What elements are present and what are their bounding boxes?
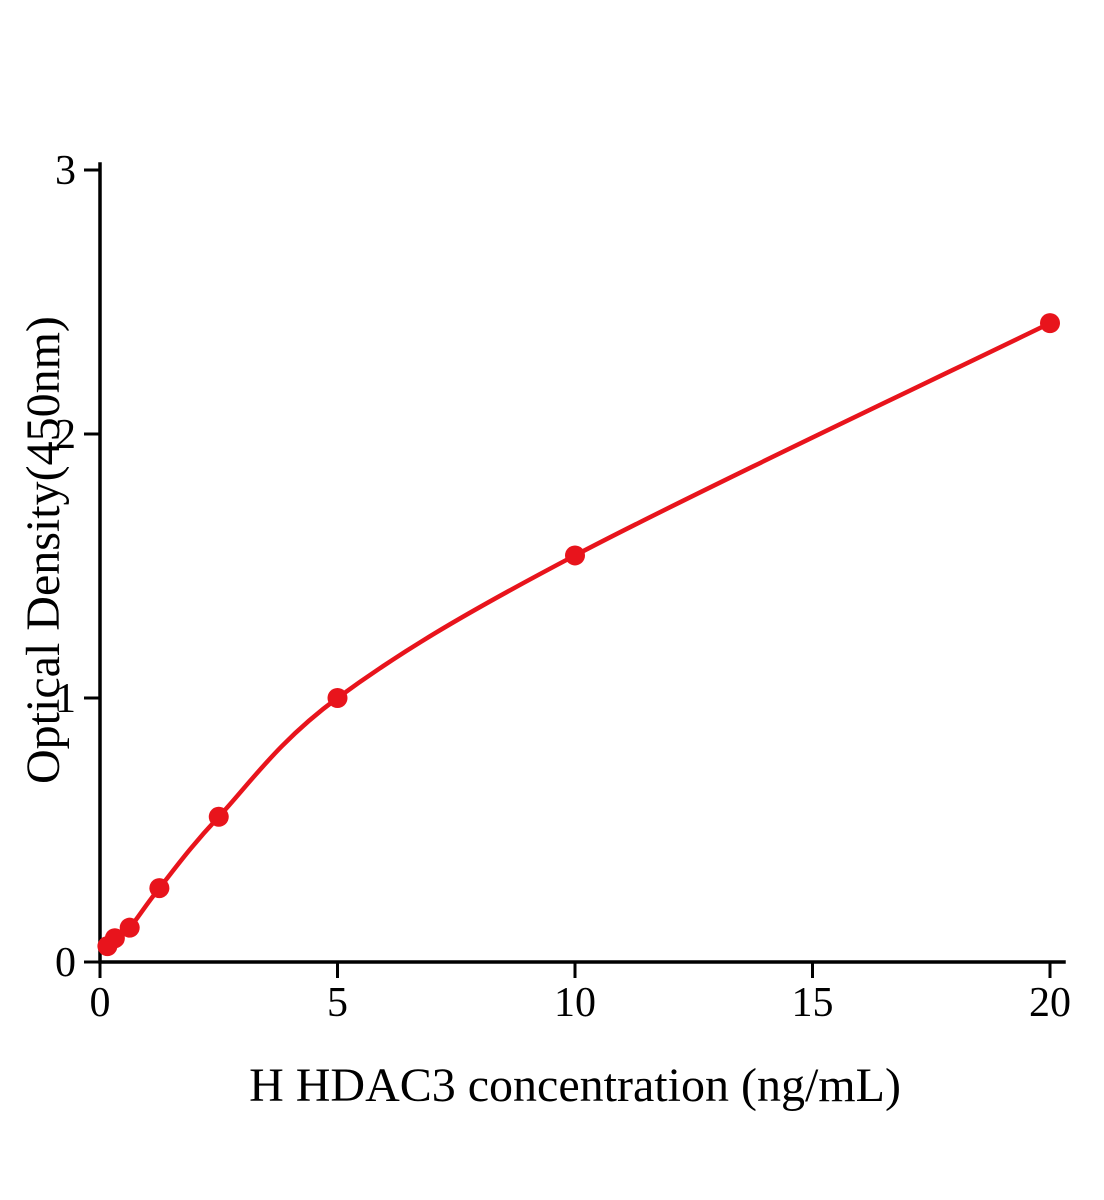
y-tick-label: 0 [55,940,76,986]
data-point [1040,313,1060,334]
data-point [565,545,585,566]
data-point [104,928,125,949]
y-tick-label: 1 [55,676,76,722]
x-tick-label: 0 [90,980,111,1026]
x-tick-label: 10 [554,980,596,1026]
x-tick-label: 20 [1029,980,1071,1026]
y-tick-label: 2 [55,412,76,458]
x-tick-label: 15 [792,980,834,1026]
x-axis-label: H HDAC3 concentration (ng/mL) [249,1059,901,1112]
y-tick-label: 3 [55,148,76,194]
data-point [149,878,170,899]
fit-curve [105,321,1051,948]
x-tick-label: 5 [327,980,348,1026]
data-point [208,806,229,827]
axes [98,162,1066,964]
data-point [119,917,140,938]
y-axis-label: Optical Density(450nm) [17,316,70,784]
data-point [327,688,348,708]
